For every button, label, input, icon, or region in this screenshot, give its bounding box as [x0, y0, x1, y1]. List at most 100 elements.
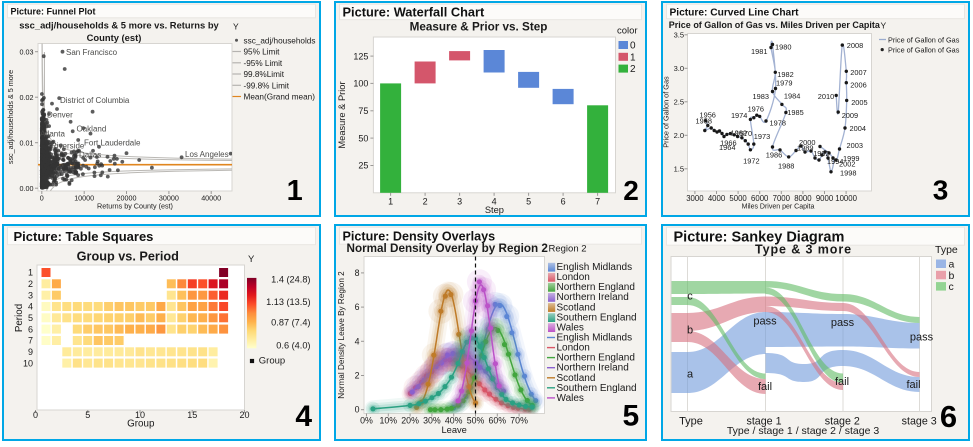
svg-text:0.01: 0.01 — [20, 138, 34, 147]
svg-text:4: 4 — [492, 196, 497, 206]
svg-text:San Francisco: San Francisco — [66, 48, 118, 57]
svg-text:Region 2: Region 2 — [549, 244, 587, 255]
svg-text:Picture: Funnel Plot: Picture: Funnel Plot — [11, 7, 96, 17]
svg-text:5: 5 — [526, 196, 531, 206]
svg-text:3000: 3000 — [686, 194, 704, 203]
svg-text:1982: 1982 — [777, 70, 793, 79]
svg-text:Los Angeles: Los Angeles — [185, 150, 229, 159]
svg-text:Normal Density Overlay by Regi: Normal Density Overlay by Region 2 — [347, 242, 549, 255]
svg-text:Price of Gallon of Gas vs. Mil: Price of Gallon of Gas vs. Miles Driven … — [669, 20, 881, 30]
svg-text:Picture: Table Squares: Picture: Table Squares — [14, 229, 154, 244]
svg-text:1.13 (13.5): 1.13 (13.5) — [266, 297, 310, 307]
svg-text:Type / stage 1 / stage 2 / sta: Type / stage 1 / stage 2 / stage 3 — [727, 425, 880, 437]
svg-text:2003: 2003 — [847, 141, 863, 150]
svg-text:stage 2: stage 2 — [825, 415, 860, 427]
svg-text:2.0: 2.0 — [674, 131, 684, 140]
svg-text:9000: 9000 — [816, 194, 834, 203]
svg-text:Southern England: Southern England — [557, 383, 637, 394]
svg-text:Price of Gallon of Gas: Price of Gallon of Gas — [888, 45, 960, 54]
svg-text:Group vs. Period: Group vs. Period — [77, 250, 179, 264]
svg-text:0.87 (7.4): 0.87 (7.4) — [271, 318, 310, 328]
svg-text:4000: 4000 — [708, 194, 726, 203]
svg-text:pass: pass — [831, 317, 855, 329]
svg-text:2008: 2008 — [847, 41, 863, 50]
svg-text:Wales: Wales — [557, 322, 584, 333]
svg-text:125: 125 — [353, 51, 368, 61]
svg-text:2006: 2006 — [850, 80, 866, 89]
svg-text:c: c — [687, 291, 693, 303]
svg-text:1986: 1986 — [766, 151, 782, 160]
svg-text:6: 6 — [28, 324, 33, 334]
svg-text:a: a — [949, 259, 955, 271]
svg-text:6000: 6000 — [751, 194, 769, 203]
svg-text:1994: 1994 — [827, 157, 843, 166]
svg-text:1958: 1958 — [696, 116, 712, 125]
svg-text:2010: 2010 — [818, 92, 834, 101]
svg-text:7: 7 — [28, 336, 33, 346]
svg-text:1984: 1984 — [784, 91, 800, 100]
svg-text:stage 3: stage 3 — [902, 415, 937, 427]
svg-text:District of Columbia: District of Columbia — [60, 96, 130, 105]
svg-text:25: 25 — [358, 161, 368, 171]
svg-text:5: 5 — [622, 400, 639, 433]
svg-text:3.5: 3.5 — [674, 31, 684, 40]
svg-text:10000: 10000 — [74, 194, 94, 203]
svg-text:Y: Y — [248, 254, 255, 265]
svg-text:9: 9 — [28, 347, 33, 357]
svg-text:1980: 1980 — [775, 43, 791, 52]
svg-text:Picture: Curved Line Chart: Picture: Curved Line Chart — [670, 8, 800, 19]
svg-text:10: 10 — [23, 358, 33, 368]
svg-text:3: 3 — [28, 290, 33, 300]
svg-text:20%: 20% — [401, 416, 419, 426]
svg-text:1989: 1989 — [797, 143, 813, 152]
svg-text:40%: 40% — [445, 416, 463, 426]
svg-text:0.03: 0.03 — [20, 47, 34, 56]
svg-text:3: 3 — [933, 175, 949, 206]
svg-text:50%: 50% — [467, 416, 485, 426]
svg-text:4: 4 — [28, 302, 33, 312]
svg-text:2007: 2007 — [850, 68, 866, 77]
svg-text:1974: 1974 — [731, 111, 747, 120]
svg-text:Type: Type — [935, 244, 958, 256]
svg-text:pass: pass — [910, 332, 934, 344]
svg-text:1999: 1999 — [843, 154, 859, 163]
svg-text:1.4 (24.8): 1.4 (24.8) — [271, 275, 310, 285]
svg-text:0: 0 — [630, 41, 636, 52]
svg-text:Northern Ireland: Northern Ireland — [557, 363, 629, 374]
svg-text:2004: 2004 — [850, 124, 866, 133]
svg-text:1992: 1992 — [813, 149, 829, 158]
svg-text:3: 3 — [457, 196, 462, 206]
svg-text:London: London — [557, 343, 590, 354]
svg-text:Fort Lauderdale: Fort Lauderdale — [84, 139, 141, 148]
svg-text:Measure & Prior vs. Step: Measure & Prior vs. Step — [410, 21, 548, 34]
svg-text:10000: 10000 — [835, 194, 857, 203]
svg-text:Y: Y — [881, 21, 887, 31]
svg-text:1.5: 1.5 — [674, 165, 684, 174]
svg-text:99.8%Limit: 99.8%Limit — [244, 70, 285, 79]
svg-text:1: 1 — [28, 268, 33, 278]
svg-text:50: 50 — [358, 133, 368, 143]
svg-text:1981: 1981 — [751, 47, 767, 56]
svg-text:20000: 20000 — [117, 194, 137, 203]
svg-text:Period: Period — [14, 304, 25, 332]
svg-text:2005: 2005 — [851, 98, 867, 107]
svg-text:15: 15 — [187, 410, 197, 420]
svg-text:1962: 1962 — [731, 129, 747, 138]
svg-text:Southern England: Southern England — [557, 312, 637, 323]
svg-text:-95% Limit: -95% Limit — [244, 59, 283, 68]
svg-text:Leave: Leave — [442, 425, 467, 435]
svg-text:10%: 10% — [379, 416, 397, 426]
svg-text:1988: 1988 — [778, 162, 794, 171]
svg-text:70%: 70% — [510, 416, 528, 426]
svg-text:1970: 1970 — [736, 129, 752, 138]
svg-text:1973: 1973 — [754, 132, 770, 141]
svg-text:6: 6 — [355, 302, 360, 312]
svg-text:2: 2 — [630, 64, 636, 75]
svg-text:1966: 1966 — [720, 138, 736, 147]
svg-text:fail: fail — [758, 381, 772, 393]
svg-text:1983: 1983 — [753, 92, 769, 101]
svg-text:2.5: 2.5 — [674, 98, 684, 107]
svg-text:20: 20 — [239, 410, 249, 420]
svg-text:1998: 1998 — [840, 168, 856, 177]
svg-text:ssc_adj/households: ssc_adj/households — [244, 36, 316, 45]
